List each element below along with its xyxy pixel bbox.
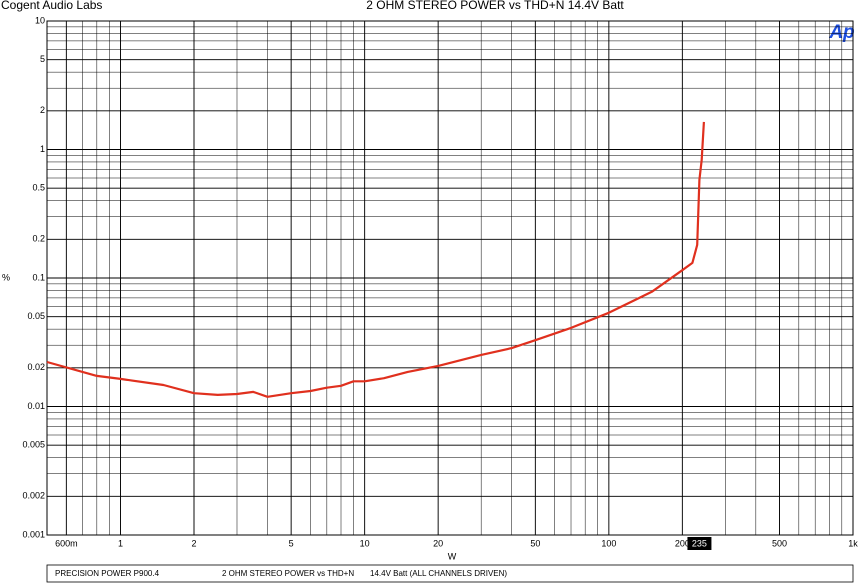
y-tick-label: 0.5 xyxy=(32,183,45,193)
footer-box xyxy=(46,564,854,583)
logo: Ap xyxy=(828,22,854,43)
x-tick-label: 100 xyxy=(601,538,616,548)
y-tick-label: 0.02 xyxy=(27,362,45,372)
x-tick-label: 600m xyxy=(55,538,78,548)
y-tick-label: 0.001 xyxy=(22,529,45,539)
chart-title: 2 OHM STEREO POWER vs THD+N 14.4V Batt xyxy=(366,0,624,12)
x-tick-label: 500 xyxy=(772,538,787,548)
data-line xyxy=(46,121,705,398)
y-tick-label: 1 xyxy=(40,144,45,154)
x-tick-label: 2 xyxy=(191,538,196,548)
y-axis-label: % xyxy=(2,272,10,282)
cursor-label: 235 xyxy=(692,538,707,548)
y-tick-label: 10 xyxy=(35,15,45,25)
y-tick-label: 0.1 xyxy=(32,272,45,282)
footer-text: 14.4V Batt (ALL CHANNELS DRIVEN) xyxy=(370,569,507,578)
x-tick-label: 20 xyxy=(433,538,443,548)
y-tick-label: 2 xyxy=(40,105,45,115)
footer-text: 2 OHM STEREO POWER vs THD+N xyxy=(222,569,354,578)
x-tick-label: 50 xyxy=(530,538,540,548)
y-tick-label: 0.005 xyxy=(22,440,45,450)
x-axis-label: W xyxy=(448,551,457,561)
footer-text: PRECISION POWER P900.4 xyxy=(55,569,160,578)
x-tick-label: 10 xyxy=(360,538,370,548)
y-tick-label: 5 xyxy=(40,54,45,64)
cursor-box xyxy=(687,537,712,550)
y-tick-label: 0.002 xyxy=(22,491,45,501)
x-tick-label: 5 xyxy=(289,538,294,548)
y-tick-label: 0.01 xyxy=(27,401,45,411)
x-tick-label: 1k xyxy=(848,538,858,548)
header-left: Cogent Audio Labs xyxy=(1,0,102,12)
x-tick-label: 1 xyxy=(118,538,123,548)
x-tick-label: 200 xyxy=(675,538,690,548)
y-tick-label: 0.2 xyxy=(32,234,45,244)
plot-frame xyxy=(46,20,854,536)
y-tick-label: 0.05 xyxy=(27,311,45,321)
